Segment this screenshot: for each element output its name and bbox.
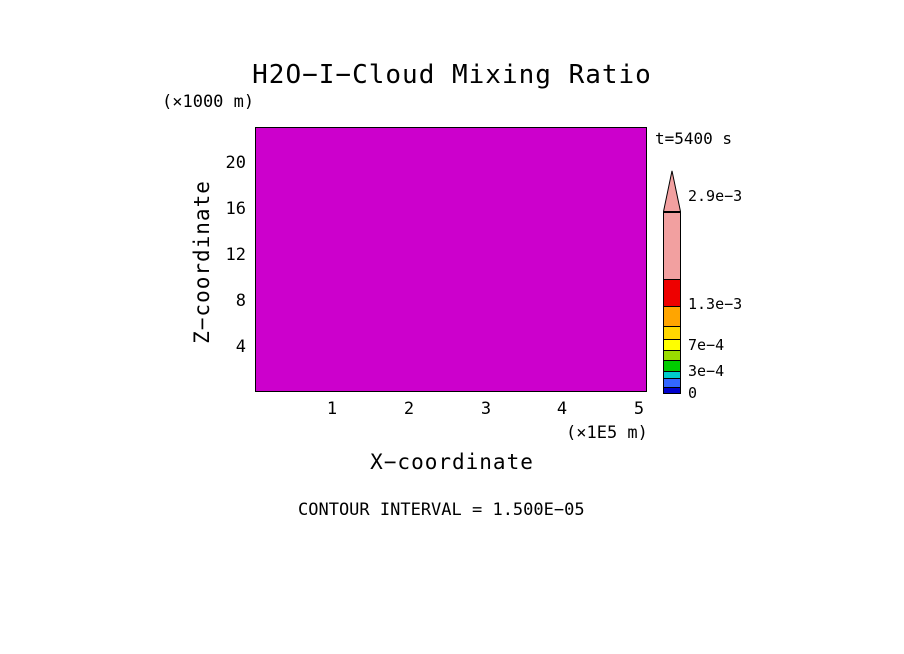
y-tick-label: 20 [225, 153, 246, 173]
colorbar-label: 1.3e−3 [688, 295, 743, 313]
chart-title: H2O−I−Cloud Mixing Ratio [252, 60, 652, 90]
x-axis-unit: (×1E5 m) [566, 423, 648, 443]
colorbar-segment [664, 279, 680, 306]
colorbar-segment [664, 371, 680, 378]
colorbar-segment [664, 306, 680, 326]
plot-area [255, 127, 647, 392]
colorbar-label: 2.9e−3 [688, 187, 743, 205]
x-tick-label: 3 [480, 399, 492, 419]
colorbar-label: 7e−4 [688, 336, 725, 354]
contour-interval-note: CONTOUR INTERVAL = 1.500E−05 [298, 500, 585, 520]
colorbar-segments [663, 212, 681, 394]
y-tick-label: 16 [225, 199, 246, 219]
colorbar-segment [664, 339, 680, 350]
y-axis-unit: (×1000 m) [162, 92, 255, 112]
x-tick-label: 1 [326, 399, 338, 419]
x-tick-label: 2 [403, 399, 415, 419]
y-tick-label: 4 [235, 337, 246, 357]
x-tick-label: 4 [556, 399, 568, 419]
y-tick-label: 12 [225, 245, 246, 265]
x-tick-label: 5 [633, 399, 645, 419]
y-tick-label: 8 [235, 291, 246, 311]
colorbar-tip-icon [663, 170, 681, 212]
colorbar-segment [664, 350, 680, 360]
colorbar-segment [664, 378, 680, 387]
time-annotation: t=5400 s [655, 129, 733, 148]
colorbar-segment [664, 360, 680, 371]
colorbar-segment [664, 387, 680, 393]
x-axis-label: X−coordinate [370, 450, 534, 474]
colorbar-segment [664, 326, 680, 339]
colorbar-segment [664, 213, 680, 279]
colorbar-label: 0 [688, 384, 698, 402]
colorbar-label: 3e−4 [688, 362, 725, 380]
